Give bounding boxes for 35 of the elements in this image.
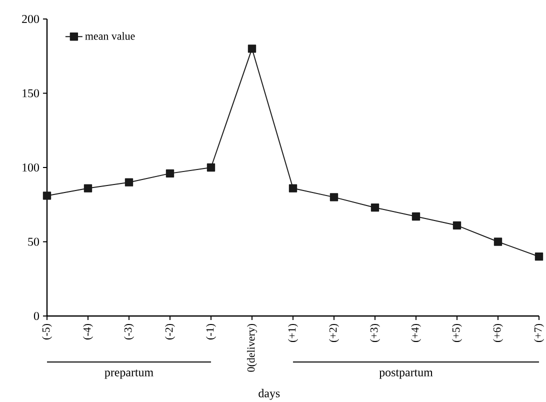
point [84, 184, 92, 192]
x-axis-title: days [258, 388, 280, 400]
legend-label: mean value [85, 32, 135, 40]
x-tick-label: (+1) [288, 324, 298, 342]
x-tick-label: (+3) [370, 324, 380, 342]
x-tick-label: 0(delivery) [247, 324, 257, 372]
text: postpartum [379, 370, 433, 379]
x-tick-label: (-3) [124, 324, 134, 340]
y-tick-label: 200 [22, 14, 40, 24]
point [124, 178, 134, 186]
x-tick-label: (+6) [493, 324, 503, 342]
y-tick-label: 100 [22, 163, 40, 172]
x-tick-label: (-4) [83, 324, 93, 340]
x-tick-label: (-5) [42, 324, 52, 340]
point [42, 192, 52, 200]
y-tick-label: 50 [28, 238, 40, 246]
x-tick-label: (-2) [165, 324, 175, 340]
point [534, 252, 544, 261]
point [206, 163, 216, 172]
point [370, 204, 380, 212]
point [248, 44, 256, 53]
point [166, 169, 174, 178]
x-tick-label: (+7) [534, 324, 544, 342]
x-tick-label: (-1) [206, 324, 216, 340]
x-tick-label: (+5) [452, 324, 462, 342]
point [494, 238, 502, 246]
text: prepartum [104, 370, 154, 379]
x-tick-label: (+2) [329, 324, 339, 342]
point [330, 193, 338, 202]
y-tick-label: 0 [34, 312, 40, 320]
point [452, 221, 462, 230]
y-tick-label: 150 [22, 89, 40, 98]
point [288, 184, 298, 192]
point [412, 212, 420, 221]
x-tick-label: (+4) [411, 324, 421, 342]
